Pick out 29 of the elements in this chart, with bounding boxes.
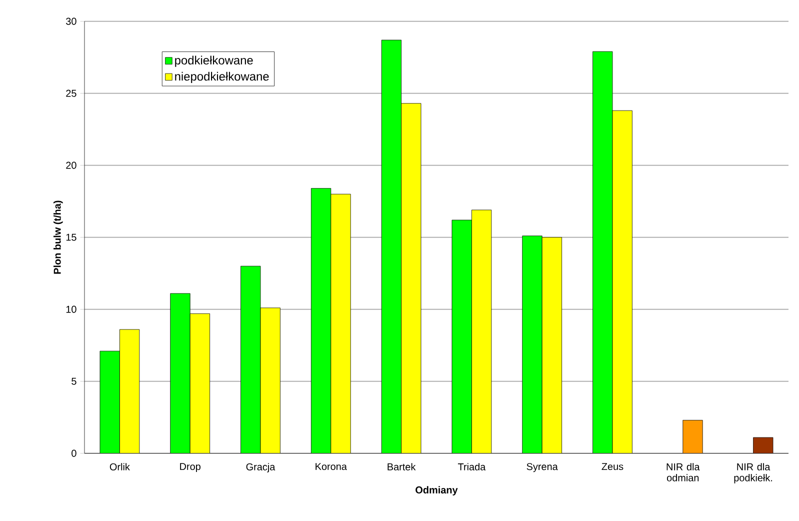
x-axis-title: Odmiany [416, 486, 458, 496]
x-tick-label: NIR dla podkiełk. [734, 463, 772, 484]
y-tick-label: 10 [66, 306, 76, 313]
bar [311, 188, 331, 454]
x-tick-label: Korona [316, 463, 347, 470]
legend-label: niepodkiełkowane [175, 72, 269, 84]
bar [452, 220, 472, 454]
y-tick-label: 15 [66, 234, 76, 241]
bar [240, 266, 260, 454]
y-tick-label: 30 [66, 18, 76, 25]
x-tick-label: Drop [180, 463, 200, 472]
bar [100, 351, 120, 454]
bar [170, 293, 190, 454]
bar [382, 40, 402, 454]
y-tick-label: 5 [72, 378, 76, 385]
x-tick-label: Triada [458, 463, 486, 470]
bar [522, 236, 542, 454]
y-tick-label: 25 [66, 90, 76, 97]
y-tick-label: 0 [72, 450, 76, 457]
x-tick-label: Bartek [388, 463, 416, 470]
legend-label: podkiełkowane [175, 56, 253, 67]
x-tick-label: Orlik [110, 463, 130, 470]
y-axis-title: Plon bulw (t/ha) [54, 200, 63, 274]
x-tick-label: NIR dla odmian [666, 463, 700, 482]
x-tick-label: Gracja [246, 463, 276, 472]
bar [592, 51, 613, 454]
x-tick-label: Syrena [526, 463, 558, 472]
x-tick-label: Zeus [602, 463, 624, 470]
y-tick-label: 20 [66, 162, 76, 169]
